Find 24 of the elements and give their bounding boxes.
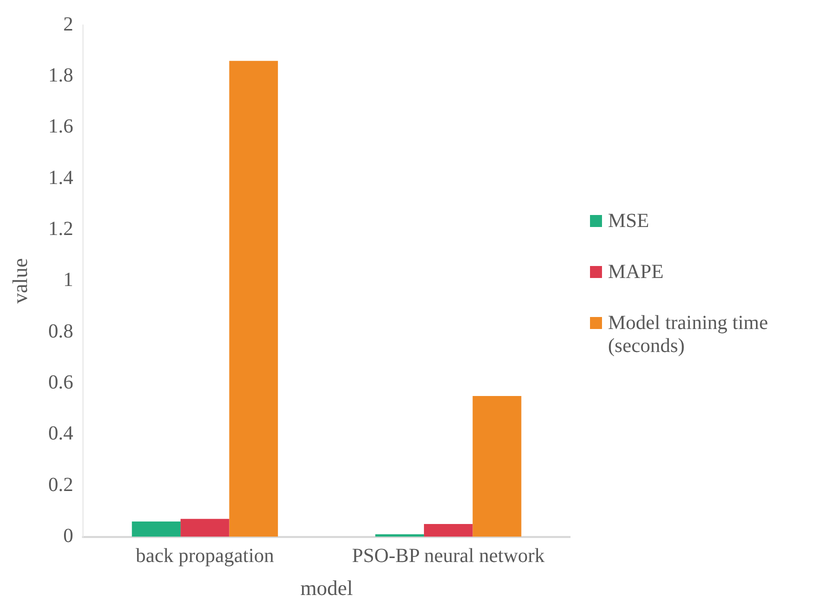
y-tick-label: 2 [63, 13, 74, 36]
x-tick-label: back propagation [136, 545, 274, 568]
y-tick-label: 1.4 [48, 166, 74, 189]
bar [180, 518, 230, 537]
y-tick-label: 1 [63, 269, 74, 292]
y-tick-label: 0.8 [48, 320, 74, 342]
bar [424, 524, 473, 537]
y-tick-label: 1.8 [48, 64, 74, 86]
bar [472, 396, 522, 537]
y-tick-label: 0 [63, 525, 74, 548]
legend-label: Model training time (seconds) [608, 312, 769, 358]
bar [132, 521, 181, 537]
y-tick-label: 0.6 [48, 372, 74, 394]
y-axis-title: value [8, 258, 32, 304]
y-tick-label: 1.6 [48, 116, 74, 138]
y-tick-label: 1.2 [48, 218, 74, 240]
bar [229, 60, 278, 537]
x-axis-title: model [300, 576, 354, 600]
y-tick-label: 0.2 [48, 474, 74, 496]
y-tick-label: 0.4 [48, 422, 74, 445]
x-tick-label: PSO-BP neural network [352, 545, 545, 568]
legend-label: MSE [608, 210, 650, 233]
bar [375, 534, 424, 537]
legend-label: MAPE [608, 261, 664, 284]
